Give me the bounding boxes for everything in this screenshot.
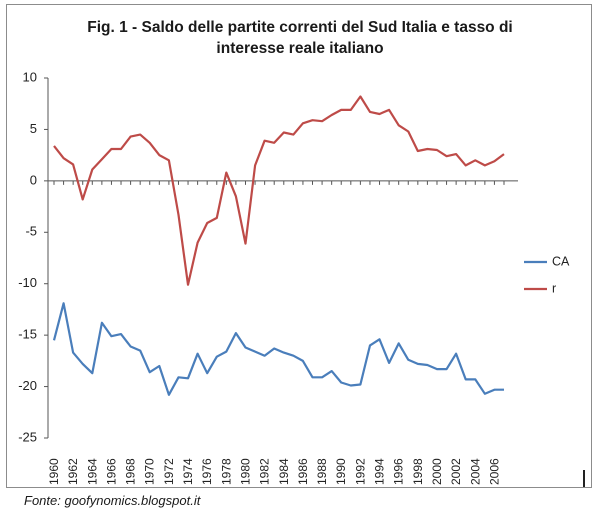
- x-tick-label: 1966: [104, 458, 118, 485]
- chart-title-line-2: interesse reale italiano: [216, 40, 384, 57]
- y-tick-label: 0: [30, 172, 37, 187]
- x-tick-label: 1964: [85, 458, 99, 485]
- legend: CA r: [524, 254, 570, 295]
- x-tick-label: 1970: [143, 458, 157, 485]
- x-axis: 1960 1962 1964 1966 1968 1970 1972 1974 1976 1978…: [44, 77, 518, 485]
- y-tick-label: -5: [25, 224, 37, 239]
- y-axis-ticks: 10 5 0 -5 -10 -15 -20 -25: [18, 69, 37, 444]
- source-caption: Fonte: goofynomics.blogspot.it: [24, 493, 201, 508]
- series-line-r: [53, 95, 505, 286]
- x-tick-label: 1978: [219, 458, 233, 485]
- series-lines: [52, 95, 505, 396]
- x-tick-label: 1996: [392, 458, 406, 485]
- x-tick-label: 2004: [468, 458, 482, 485]
- chart-title-line-1: Fig. 1 - Saldo delle partite correnti de…: [87, 19, 513, 36]
- x-tick-label: 1988: [315, 458, 329, 485]
- x-tick-label: 2006: [487, 458, 501, 485]
- x-tick-label: 1994: [373, 458, 387, 485]
- y-tick-label: -25: [18, 429, 37, 444]
- x-tick-label: 1962: [66, 458, 80, 485]
- chart-frame: Fig. 1 - Saldo delle partite correnti de…: [6, 4, 592, 488]
- x-tick-label: 1960: [47, 458, 61, 485]
- y-tick-label: -15: [18, 327, 37, 342]
- legend-label-r: r: [552, 281, 556, 295]
- x-tick-label: 1984: [277, 458, 291, 485]
- y-tick-label: -20: [18, 378, 37, 393]
- x-tick-label: 2000: [430, 458, 444, 485]
- chart-title: Fig. 1 - Saldo delle partite correnti de…: [7, 17, 593, 59]
- x-tick-label: 1998: [411, 458, 425, 485]
- x-tick-label: 1990: [334, 458, 348, 485]
- x-tick-label: 1968: [124, 458, 138, 485]
- x-tick-label: 1974: [181, 458, 195, 485]
- x-tick-label: 1972: [162, 458, 176, 485]
- y-tick-label: -10: [18, 275, 37, 290]
- x-tick-label: 1980: [238, 458, 252, 485]
- y-tick-label: 5: [30, 121, 37, 136]
- x-tick-label: 1992: [353, 458, 367, 485]
- x-tick-label: 1982: [258, 458, 272, 485]
- series-line-CA: [52, 302, 504, 396]
- y-tick-label: 10: [23, 69, 37, 84]
- x-tick-label: 1976: [200, 458, 214, 485]
- edge-mark: [583, 470, 585, 487]
- legend-label-CA: CA: [552, 254, 570, 268]
- x-tick-label: 2002: [449, 458, 463, 485]
- x-tick-label: 1986: [296, 458, 310, 485]
